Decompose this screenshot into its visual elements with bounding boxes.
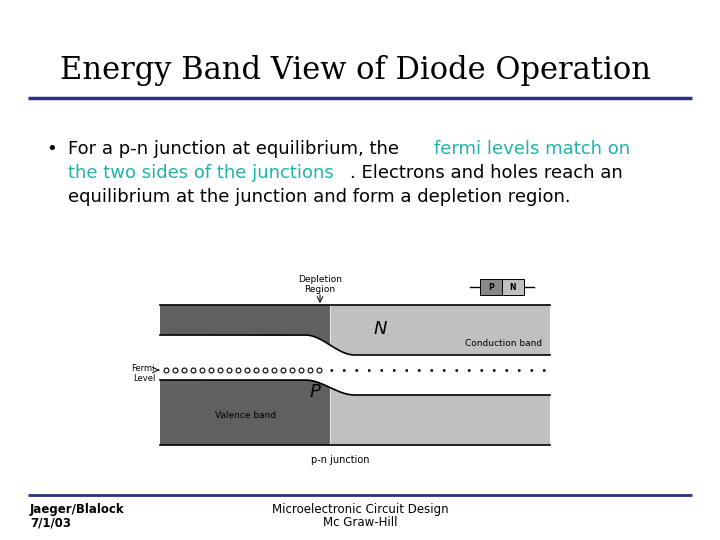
Text: Jaeger/Blalock: Jaeger/Blalock	[30, 503, 125, 516]
Text: p-n junction: p-n junction	[311, 455, 369, 465]
Text: the two sides of the junctions: the two sides of the junctions	[68, 164, 334, 182]
Text: Energy Band View of Diode Operation: Energy Band View of Diode Operation	[60, 55, 651, 86]
Text: N: N	[510, 282, 516, 292]
Bar	[480, 279, 502, 295]
Text: 7/1/03: 7/1/03	[30, 516, 71, 529]
Bar	[502, 279, 524, 295]
Text: For a p-n junction at equilibrium, the: For a p-n junction at equilibrium, the	[68, 140, 405, 158]
Text: N: N	[373, 320, 387, 338]
Text: Microelectronic Circuit Design: Microelectronic Circuit Design	[271, 503, 449, 516]
Text: fermi levels match on: fermi levels match on	[434, 140, 630, 158]
Text: Fermi
Level: Fermi Level	[132, 364, 155, 383]
Text: equilibrium at the junction and form a depletion region.: equilibrium at the junction and form a d…	[68, 188, 571, 206]
Text: Conduction band: Conduction band	[465, 339, 542, 348]
Text: Depletion
Region: Depletion Region	[298, 275, 342, 294]
Text: Mc Graw-Hill: Mc Graw-Hill	[323, 516, 397, 529]
Text: •: •	[46, 140, 57, 158]
Polygon shape	[330, 305, 550, 355]
Polygon shape	[160, 380, 330, 445]
Polygon shape	[160, 305, 330, 345]
Text: Valence band: Valence band	[215, 410, 276, 420]
Text: . Electrons and holes reach an: . Electrons and holes reach an	[350, 164, 622, 182]
Text: P: P	[488, 282, 494, 292]
Text: P: P	[310, 383, 320, 401]
Polygon shape	[330, 388, 550, 445]
